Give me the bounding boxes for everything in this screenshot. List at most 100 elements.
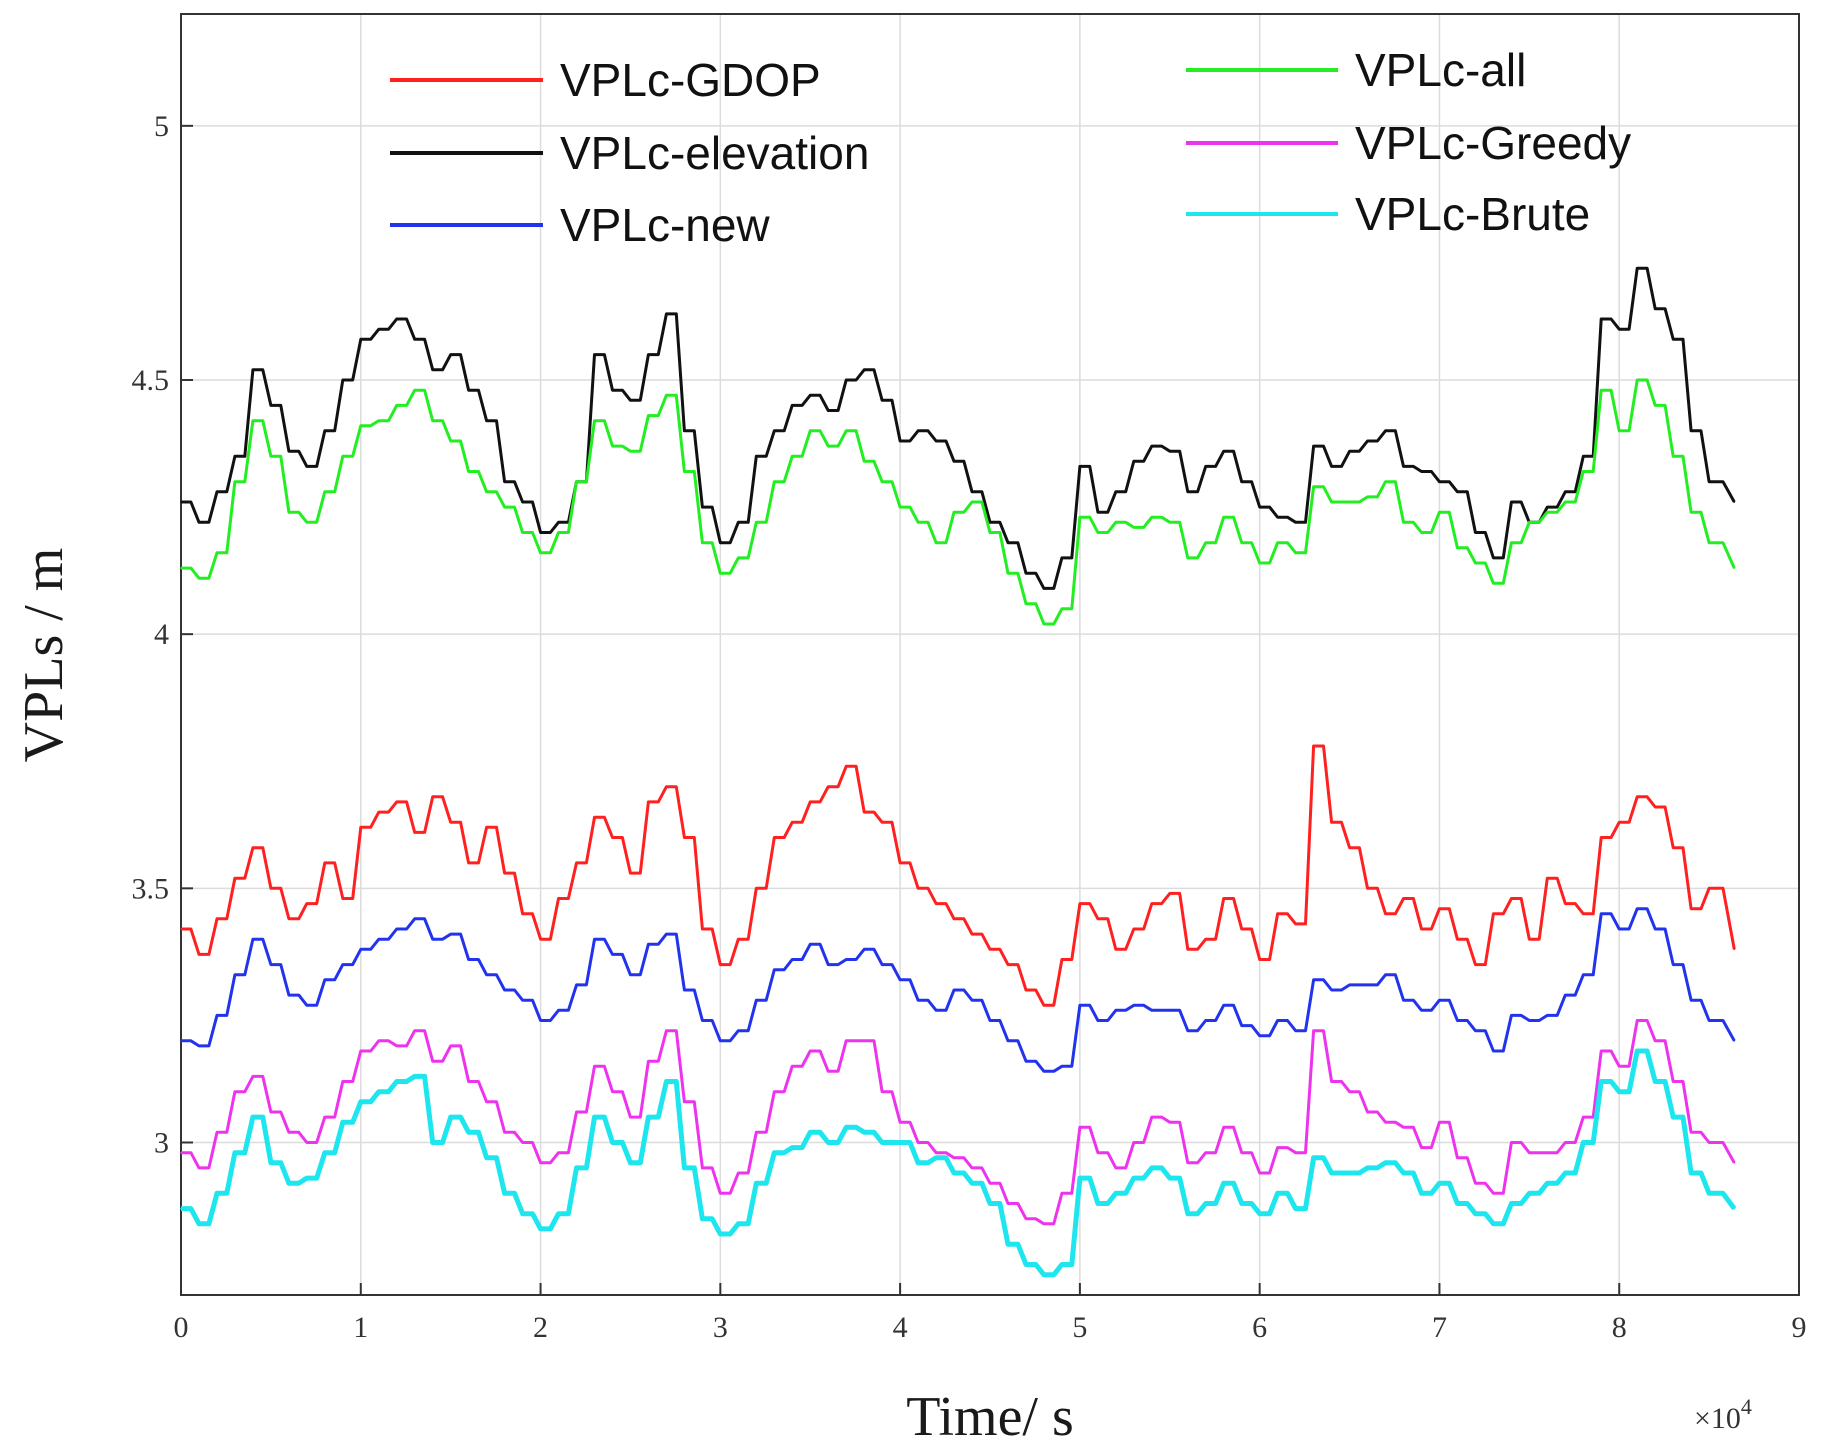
data-point [1187,1162,1189,1164]
data-point [1043,1004,1045,1007]
data-point [1294,1029,1297,1032]
data-point [1366,1111,1369,1113]
data-point [1097,1019,1099,1022]
data-point [1240,541,1243,544]
data-point [1600,1080,1602,1083]
data-point [1276,541,1279,544]
series-lines [180,266,1737,1278]
data-point [1636,379,1638,381]
data-point [665,785,668,788]
data-point [1276,913,1279,915]
data-point [216,552,218,554]
data-point [1618,430,1620,432]
data-point [1456,547,1459,549]
data-point [809,1050,811,1052]
data-point [593,938,596,940]
data-point [1733,1040,1736,1042]
series-vplc-elevation [180,266,1736,590]
data-point [1690,430,1692,432]
data-point [234,877,236,879]
data-point [503,1131,506,1134]
data-point [1546,1151,1549,1154]
data-point [593,353,596,356]
data-point [198,953,200,956]
data-point [1061,557,1063,559]
data-point [342,1121,344,1123]
data-point [1636,907,1638,910]
data-point [1061,1192,1063,1195]
data-point [845,379,847,381]
data-point [1438,999,1441,1001]
data-point [557,521,560,524]
data-point [270,1111,272,1113]
series-vplc-new [180,907,1736,1073]
data-point [485,826,488,829]
data-point [575,480,578,483]
data-point [1708,541,1710,544]
data-point [324,979,326,981]
data-point [467,470,470,473]
x-axis-exponent-base: ×10 [1694,1402,1741,1435]
data-point [773,430,776,432]
data-point [1582,974,1585,976]
data-point [1733,1207,1736,1210]
data-point [413,389,416,392]
data-point [180,567,182,569]
data-point [1133,1004,1135,1007]
data-point [899,862,901,864]
data-point [1654,1040,1656,1042]
data-point [1061,608,1063,610]
data-point [719,1233,722,1235]
data-point [503,1192,506,1195]
data-point [1294,552,1297,554]
data-point [324,1116,326,1118]
data-point [773,480,776,483]
data-point [1025,1263,1027,1266]
data-point [1312,485,1315,488]
data-point [1636,1050,1638,1052]
data-point [1348,984,1351,986]
data-point [935,541,937,544]
data-point [791,404,793,407]
data-point [1564,902,1567,905]
legend-item: VPLc-new [390,199,770,251]
data-point [1618,821,1620,824]
data-point [1133,460,1135,463]
data-point [1169,450,1171,453]
data-point [1672,1080,1674,1083]
data-point [809,943,811,946]
data-point [395,801,398,803]
data-point [180,928,182,930]
data-point [593,1116,596,1118]
data-point [1043,1273,1045,1276]
data-point [234,1090,236,1093]
data-point [1366,440,1369,442]
data-point [1007,1243,1009,1245]
data-point [1348,846,1351,849]
data-point [1528,938,1531,940]
data-point [755,521,758,524]
data-point [755,455,758,458]
data-point [252,419,254,422]
data-point [1151,516,1153,518]
data-point [1169,1009,1171,1012]
data-point [917,430,919,432]
data-point [791,958,793,961]
data-point [1690,999,1692,1001]
legend-label: VPLc-GDOP [560,54,821,106]
data-point [288,918,290,920]
data-point [1240,480,1243,483]
data-point [845,1126,847,1129]
data-point [467,1131,470,1134]
data-point [989,948,991,951]
data-point [1690,907,1692,910]
data-point [485,419,488,422]
data-point [270,404,272,407]
data-point [629,1116,632,1118]
data-point [1240,1024,1243,1027]
data-point [1402,1172,1405,1174]
data-point [306,1177,308,1179]
series-vplc-gdop [180,744,1736,1007]
data-point [1061,1263,1063,1266]
data-point [1276,1192,1279,1195]
